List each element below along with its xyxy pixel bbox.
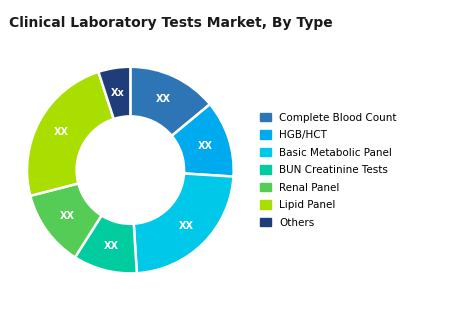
Text: XX: XX [103,241,118,251]
Text: Clinical Laboratory Tests Market, By Type: Clinical Laboratory Tests Market, By Typ… [9,16,333,30]
Legend: Complete Blood Count, HGB/HCT, Basic Metabolic Panel, BUN Creatinine Tests, Rena: Complete Blood Count, HGB/HCT, Basic Met… [260,112,396,228]
Text: XX: XX [59,211,74,221]
Wedge shape [134,174,234,273]
Wedge shape [27,72,114,196]
Text: XX: XX [198,141,212,151]
Text: XX: XX [178,220,193,231]
Wedge shape [30,183,101,257]
Wedge shape [75,215,137,273]
Text: XX: XX [156,94,171,104]
Text: XX: XX [54,127,69,137]
Wedge shape [130,67,210,136]
Wedge shape [172,104,234,177]
Wedge shape [99,67,130,119]
Text: Xx: Xx [111,88,125,98]
